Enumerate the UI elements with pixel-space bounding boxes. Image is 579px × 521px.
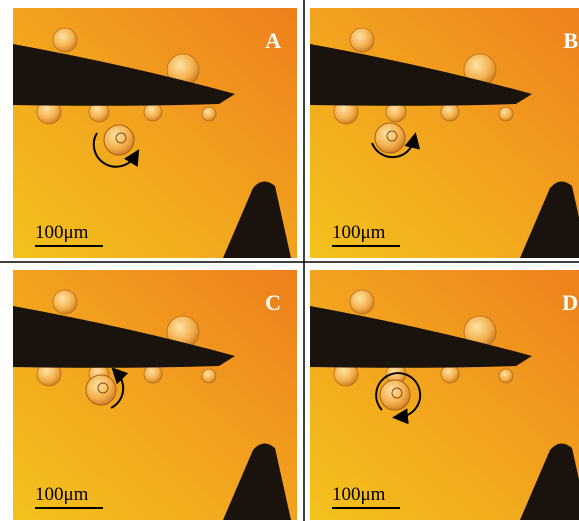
droplet [350, 28, 374, 52]
panel: D 100μm [310, 270, 579, 520]
panel-label: A [265, 28, 281, 53]
cell [380, 380, 410, 410]
droplet [202, 369, 216, 383]
droplet [202, 107, 216, 121]
droplet [144, 103, 162, 121]
scale-bar-label: 100μm [35, 222, 89, 243]
panel-label: C [265, 290, 281, 315]
droplet [441, 103, 459, 121]
panel: C 100μm [13, 270, 297, 520]
figure: A 100μm B 100μm C 100μm D 100μm [0, 0, 579, 521]
scale-bar-label: 100μm [35, 484, 89, 505]
cell [86, 375, 116, 405]
page: A100μmB100μmC100μmD100μm (() => { const … [0, 0, 579, 521]
cell [375, 123, 405, 153]
droplet [53, 290, 77, 314]
droplet [499, 107, 513, 121]
scale-bar-label: 100μm [332, 222, 386, 243]
droplet [350, 290, 374, 314]
panel: A 100μm [13, 8, 297, 258]
cell [104, 125, 134, 155]
droplet [499, 369, 513, 383]
panel-label: D [562, 290, 578, 315]
panel-label: B [563, 28, 578, 53]
droplet [144, 365, 162, 383]
panel: B 100μm [310, 8, 579, 258]
scale-bar-label: 100μm [332, 484, 386, 505]
droplet [53, 28, 77, 52]
droplet [441, 365, 459, 383]
